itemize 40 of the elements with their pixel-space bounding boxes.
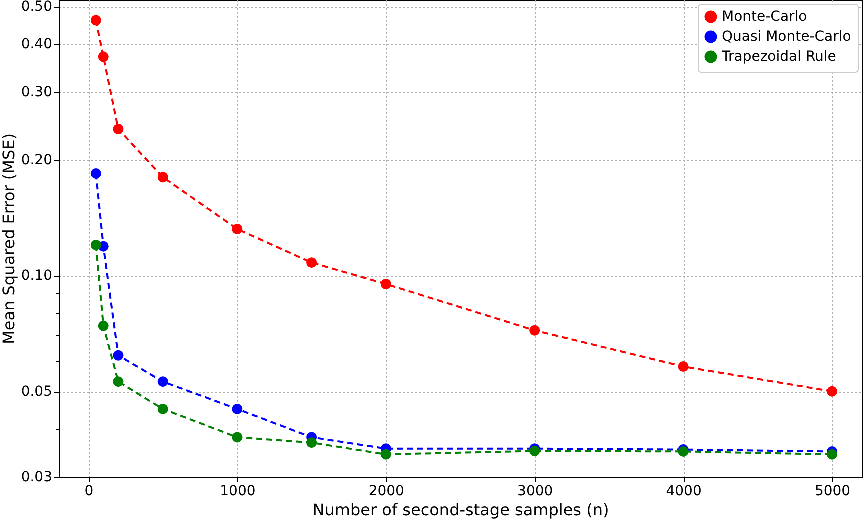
point	[98, 52, 109, 62]
point	[232, 404, 243, 414]
point	[113, 124, 124, 135]
point	[98, 320, 109, 332]
point	[530, 325, 540, 336]
y-tick-label: 0.20	[21, 152, 52, 168]
y-tick-label: 0.30	[21, 84, 52, 100]
point	[113, 376, 124, 388]
x-tick-label: 2000	[368, 484, 404, 500]
y-tick-label: 0.03	[21, 470, 52, 486]
x-tick-label: 1000	[220, 484, 256, 500]
legend-label: Trapezoidal Rule	[721, 49, 836, 65]
legend-label: Quasi Monte-Carlo	[722, 29, 852, 45]
point	[380, 449, 392, 460]
point	[90, 15, 102, 26]
x-tick-label: 4000	[666, 484, 702, 500]
legend-label: Monte-Carlo	[722, 9, 808, 25]
point	[90, 240, 102, 250]
point	[113, 350, 124, 361]
point	[158, 404, 168, 414]
point	[232, 224, 243, 234]
point	[90, 168, 102, 179]
point	[678, 362, 689, 372]
y-tick-label: 0.40	[21, 36, 52, 52]
point	[158, 172, 168, 183]
x-tick-label: 3000	[518, 484, 554, 500]
point	[380, 279, 392, 290]
x-axis-title: Number of second-stage samples (n)	[312, 500, 610, 520]
point	[827, 449, 838, 460]
y-tick-label: 0.05	[21, 384, 52, 400]
y-axis-title: Mean Squared Error (MSE)	[0, 134, 18, 344]
point	[306, 258, 318, 268]
y-tick-label: 0.50	[21, 0, 52, 16]
point	[827, 386, 838, 397]
point	[306, 438, 318, 448]
point	[232, 432, 243, 443]
point	[158, 376, 168, 388]
x-tick-label: 5000	[814, 484, 851, 500]
x-tick-label: 0	[84, 484, 94, 500]
y-tick-label: 0.10	[21, 268, 52, 284]
